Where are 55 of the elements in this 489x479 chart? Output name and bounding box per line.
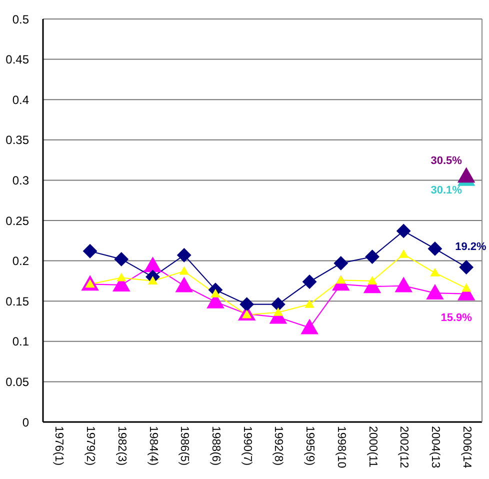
x-tick-label: 1986(5): [178, 426, 190, 466]
point: [426, 284, 444, 300]
data-label: 30.1%: [430, 184, 462, 196]
x-tick-label: 1982(3): [115, 426, 128, 466]
x-tick-label: 2000(11: [366, 426, 378, 468]
point: [462, 284, 471, 292]
point: [83, 244, 98, 258]
x-tick-label: 2004(13: [428, 426, 441, 468]
data-label: 15.9%: [440, 312, 472, 324]
point: [116, 273, 126, 282]
y-tick-label: 0: [22, 415, 30, 430]
point: [305, 300, 314, 308]
y-tick-label: 0.4: [12, 92, 30, 107]
y-tick-label: 0.15: [6, 294, 30, 308]
point: [210, 289, 220, 298]
x-tick-label: 1995(9): [304, 426, 316, 466]
data-label: 30.5%: [430, 155, 462, 168]
point: [274, 308, 283, 316]
point: [176, 277, 193, 292]
point: [302, 274, 317, 289]
point: [368, 276, 377, 284]
point: [365, 250, 380, 264]
point: [240, 297, 254, 312]
data-label: 19.2%: [455, 241, 487, 254]
point: [459, 260, 474, 274]
point: [428, 242, 442, 256]
y-tick-label: 0.5: [12, 12, 30, 26]
x-tick-label: 1990(7): [240, 426, 253, 466]
point: [180, 266, 189, 275]
y-tick-label: 0.25: [6, 214, 30, 228]
point: [114, 252, 128, 266]
point: [334, 256, 348, 270]
y-tick-label: 0.2: [12, 254, 30, 268]
point: [271, 297, 286, 312]
x-tick-label: 1988(6): [209, 426, 222, 466]
point: [396, 224, 411, 238]
x-tick-label: 1979(2): [84, 426, 96, 466]
y-tick-label: 0.3: [12, 173, 30, 188]
x-tick-label: 1992(8): [272, 426, 284, 466]
x-tick-label: 2006(14: [460, 426, 472, 469]
point: [458, 168, 475, 183]
point: [144, 257, 162, 272]
point: [395, 277, 412, 292]
point: [177, 248, 192, 262]
y-tick-label: 0.1: [12, 334, 30, 349]
x-tick-label: 1976(1): [52, 426, 65, 466]
x-tick-label: 1984(4): [146, 426, 159, 466]
y-tick-label: 0.05: [6, 374, 30, 389]
y-tick-label: 0.35: [6, 133, 30, 148]
point: [399, 250, 408, 258]
point: [430, 268, 440, 276]
y-tick-label: 0.45: [6, 52, 30, 67]
x-tick-label: 1998(10: [334, 426, 347, 468]
point: [301, 319, 318, 334]
x-tick-label: 2002(12: [398, 426, 410, 468]
